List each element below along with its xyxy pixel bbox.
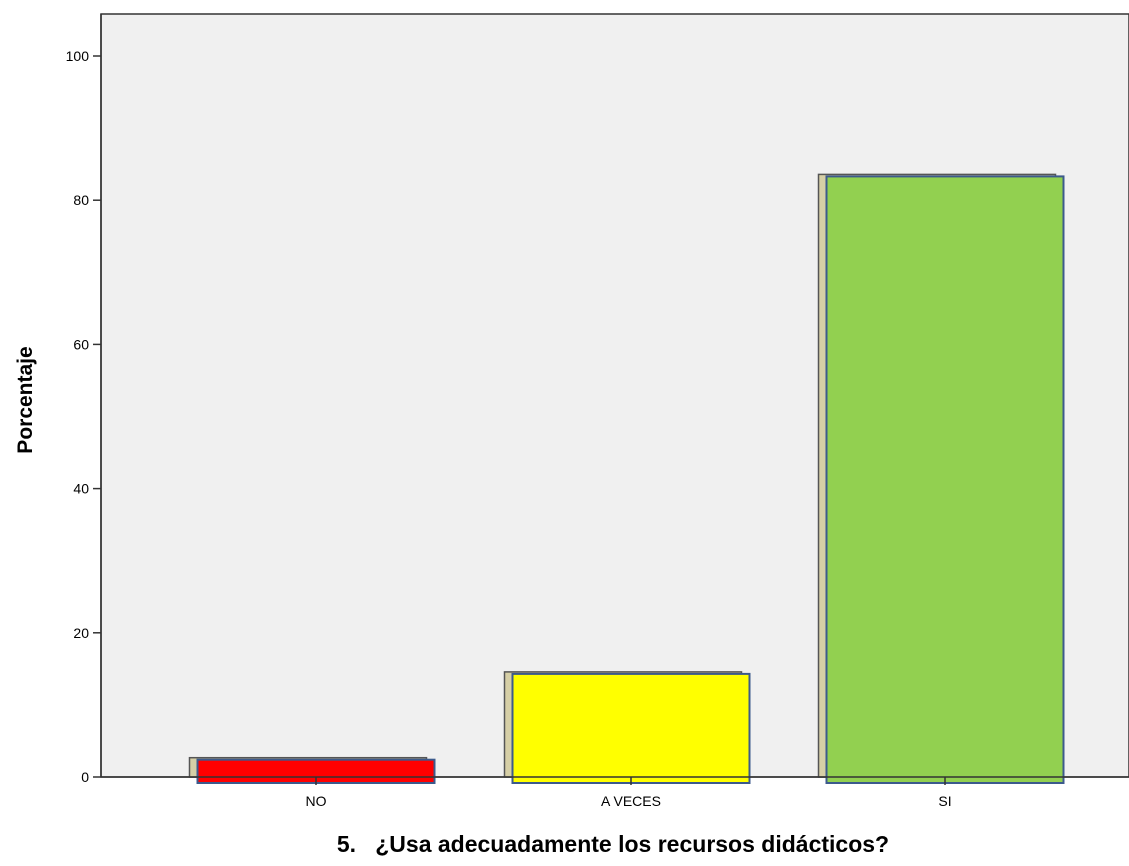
y-tick-label: 80 xyxy=(73,192,89,208)
bar-si xyxy=(825,175,1065,785)
y-tick-label: 20 xyxy=(73,625,89,641)
bar-a-veces xyxy=(511,672,751,784)
x-tick-label: NO xyxy=(306,793,327,809)
y-tick-label: 0 xyxy=(81,769,89,785)
x-axis-ticks: NO A VECES SI xyxy=(306,777,952,809)
y-axis-title: Porcentaje xyxy=(14,346,37,453)
y-axis-ticks: 0 20 40 60 80 100 xyxy=(66,48,101,785)
x-axis-title: 5. ¿Usa adecuadamente los recursos didác… xyxy=(337,831,889,857)
y-tick-label: 60 xyxy=(73,336,89,352)
y-tick-label: 100 xyxy=(66,48,90,64)
y-tick-label: 40 xyxy=(73,481,89,497)
x-tick-label: SI xyxy=(938,793,951,809)
x-tick-label: A VECES xyxy=(601,793,661,809)
